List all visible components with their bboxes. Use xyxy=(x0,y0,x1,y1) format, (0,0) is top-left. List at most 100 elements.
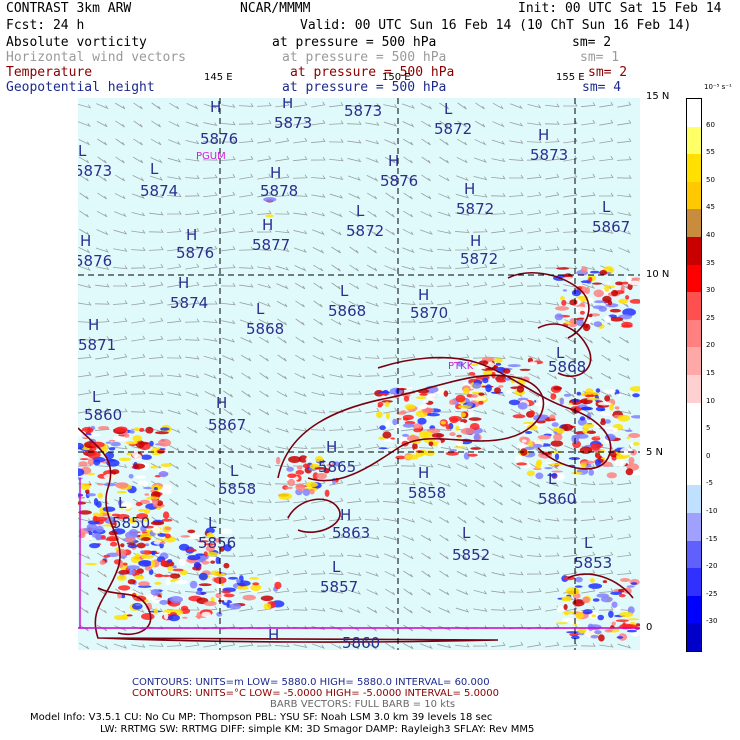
lat-lon-grid xyxy=(78,98,640,650)
height-value-l13: 5856 xyxy=(198,534,237,552)
l-letter-l9: L xyxy=(92,388,101,406)
field-sm-temperature: sm= 2 xyxy=(588,65,628,80)
lat-label-15n: 15 N xyxy=(646,91,670,102)
valid-time: Valid: 00 UTC Sun 16 Feb 14 (10 ChT Sun … xyxy=(300,18,692,33)
colorbar-tick: 35 xyxy=(706,258,715,267)
h-letter-h9: H xyxy=(186,226,198,244)
field-level-geopotential: at pressure = 500 hPa xyxy=(282,80,447,95)
colorbar-tick: 15 xyxy=(706,369,715,377)
colorbar-tick: 5 xyxy=(706,424,711,433)
h-letter-h14: H xyxy=(88,316,100,334)
l-letter-l16: L xyxy=(332,558,341,576)
colorbar-tick: 40 xyxy=(706,231,715,239)
colorbar-cell xyxy=(687,347,701,375)
height-value-h13: 5870 xyxy=(410,304,449,322)
l-letter-l6: L xyxy=(256,300,265,318)
field-level-vorticity: at pressure = 500 hPa xyxy=(272,35,437,50)
height-value-l4: 5867 xyxy=(592,218,631,236)
colorbar-tick: -10 xyxy=(706,507,718,515)
h-letter-h12: H xyxy=(178,274,190,292)
h-letter-h5: H xyxy=(270,164,282,182)
colorbar-cell xyxy=(687,237,701,265)
equator-line xyxy=(78,478,640,629)
colorbar-cell xyxy=(687,99,701,127)
lon-label-155: 155 E xyxy=(556,72,585,83)
h-letter-h2: H xyxy=(282,98,294,112)
height-value-h14: 5871 xyxy=(78,336,117,354)
h-letter-h13: H xyxy=(418,286,430,304)
colorbar-cell xyxy=(687,292,701,320)
height-value-h4: 5873 xyxy=(530,146,569,164)
h-letter-h19: H xyxy=(268,626,280,644)
h-letter-h11: H xyxy=(470,232,482,250)
height-value-l14: 5852 xyxy=(452,546,491,564)
h-letter-h6: H xyxy=(388,152,400,170)
height-value-l7: 5868 xyxy=(328,302,367,320)
height-value-h12: 5874 xyxy=(170,294,209,312)
contour-info-temperature: CONTOURS: UNITS=°C LOW= -5.0000 HIGH= -5… xyxy=(132,688,500,699)
height-value-h10: 5877 xyxy=(252,236,291,254)
h-letter-h7: H xyxy=(464,180,476,198)
map-panel: H 5876 H 5873 5873 L 5872 H 5873 L 5873 … xyxy=(78,98,640,650)
colorbar-tick: 60 xyxy=(706,120,715,129)
colorbar-tick: -20 xyxy=(706,562,718,571)
height-value-h3: 5873 xyxy=(344,102,383,120)
colorbar-tick: 0 xyxy=(706,451,711,460)
field-sm-geopotential: sm= 4 xyxy=(582,80,622,95)
center-title: NCAR/MMMM xyxy=(240,1,311,16)
height-value-l16: 5857 xyxy=(320,578,359,596)
l-letter-l2: L xyxy=(78,142,87,160)
colorbar-cell xyxy=(687,264,701,293)
height-value-h17: 5858 xyxy=(408,484,447,502)
colorbar-unit: 10⁻⁵ s⁻¹ xyxy=(704,83,732,91)
colorbar-cell xyxy=(687,181,701,210)
lat-label-10n: 10 N xyxy=(646,269,670,280)
lon-label-145: 145 E xyxy=(204,72,233,83)
l-letter-l3: L xyxy=(150,160,159,178)
field-name-geopotential: Geopotential height xyxy=(6,80,155,95)
lat-label-5n: 5 N xyxy=(646,447,664,458)
colorbar-cell xyxy=(687,319,701,348)
colorbar-cell xyxy=(687,595,701,624)
l-letter-l15: L xyxy=(584,534,593,552)
height-value-l2: 5873 xyxy=(78,162,113,180)
contour-info-height: CONTOURS: UNITS=m LOW= 5880.0 HIGH= 5880… xyxy=(132,677,490,688)
colorbar-tick: 10 xyxy=(706,396,715,405)
l-letter-l1: L xyxy=(444,100,453,118)
colorbar-cell xyxy=(687,209,701,237)
height-value-l15: 5853 xyxy=(574,554,613,572)
map-field-layer xyxy=(78,98,640,650)
colorbar-tick: 20 xyxy=(706,341,715,350)
h-letter-h18: H xyxy=(340,506,352,524)
colorbar-cell xyxy=(687,457,701,486)
height-value-h6: 5876 xyxy=(380,172,419,190)
field-name-temperature: Temperature xyxy=(6,65,93,80)
colorbar-tick: -30 xyxy=(706,617,718,626)
height-value-h7: 5872 xyxy=(456,200,495,218)
height-value-h16: 5865 xyxy=(318,458,357,476)
colorbar-cell xyxy=(687,540,701,569)
l-letter-l12: L xyxy=(118,494,127,512)
h-letter-h10: H xyxy=(262,216,274,234)
height-value-l1: 5872 xyxy=(434,120,473,138)
colorbar-tick: 30 xyxy=(706,286,715,295)
lon-label-150: 150 E xyxy=(382,72,411,83)
height-value-l11: 5860 xyxy=(538,490,577,508)
colorbar-tick: -5 xyxy=(706,479,713,488)
h-letter-h15: H xyxy=(216,394,228,412)
h-letter-h8: H xyxy=(80,232,92,250)
init-time: Init: 00 UTC Sat 15 Feb 14 xyxy=(518,1,722,16)
l-letter-l10: L xyxy=(230,462,239,480)
height-value-l6: 5868 xyxy=(246,320,285,338)
l-letter-l8: L xyxy=(556,344,565,362)
colorbar-tick: 50 xyxy=(706,175,715,184)
height-value-h8: 5876 xyxy=(78,252,113,270)
l-letter-l5: L xyxy=(356,202,365,220)
h-letter-h1: H xyxy=(210,98,222,116)
colorbar-cell xyxy=(687,126,701,155)
colorbar-cell xyxy=(687,154,701,182)
colorbar-cell xyxy=(687,485,701,513)
height-value-h2: 5873 xyxy=(274,114,313,132)
field-name-vorticity: Absolute vorticity xyxy=(6,35,147,50)
field-level-temperature: at pressure = 500 hPa xyxy=(290,65,455,80)
